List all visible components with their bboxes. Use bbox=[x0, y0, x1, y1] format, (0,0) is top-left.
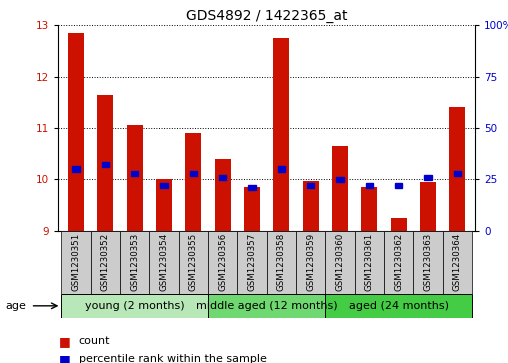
Bar bbox=[449, 107, 465, 231]
Bar bbox=[179, 231, 208, 294]
Bar bbox=[126, 125, 143, 231]
Bar bbox=[91, 231, 120, 294]
Text: GSM1230361: GSM1230361 bbox=[365, 233, 374, 291]
Bar bbox=[237, 231, 267, 294]
Bar bbox=[424, 175, 432, 180]
Bar bbox=[102, 162, 109, 167]
Text: aged (24 months): aged (24 months) bbox=[348, 301, 449, 311]
Text: GSM1230355: GSM1230355 bbox=[189, 233, 198, 291]
Bar bbox=[278, 166, 285, 172]
Bar bbox=[332, 146, 348, 231]
Bar bbox=[208, 294, 325, 318]
Bar bbox=[325, 231, 355, 294]
Bar bbox=[325, 294, 472, 318]
Bar bbox=[391, 218, 407, 231]
Text: GSM1230362: GSM1230362 bbox=[394, 233, 403, 291]
Bar bbox=[384, 231, 414, 294]
Bar bbox=[61, 231, 91, 294]
Text: count: count bbox=[79, 336, 110, 346]
Text: GSM1230364: GSM1230364 bbox=[453, 233, 462, 291]
Text: age: age bbox=[5, 301, 26, 311]
Bar bbox=[273, 38, 290, 231]
Bar bbox=[214, 159, 231, 231]
Bar bbox=[98, 95, 113, 231]
Bar bbox=[420, 182, 436, 231]
Text: percentile rank within the sample: percentile rank within the sample bbox=[79, 354, 267, 363]
Bar bbox=[208, 231, 237, 294]
Text: GSM1230351: GSM1230351 bbox=[72, 233, 81, 291]
Text: GSM1230358: GSM1230358 bbox=[277, 233, 286, 291]
Bar bbox=[72, 166, 80, 172]
Bar bbox=[120, 231, 149, 294]
Text: GSM1230357: GSM1230357 bbox=[247, 233, 257, 291]
Text: GSM1230360: GSM1230360 bbox=[336, 233, 344, 291]
Bar bbox=[219, 175, 227, 180]
Text: ■: ■ bbox=[58, 353, 70, 363]
Bar bbox=[454, 171, 461, 176]
Bar bbox=[61, 294, 208, 318]
Bar bbox=[248, 185, 256, 190]
Bar bbox=[442, 231, 472, 294]
Text: ■: ■ bbox=[58, 335, 70, 348]
Bar bbox=[149, 231, 179, 294]
Bar bbox=[296, 231, 325, 294]
Text: young (2 months): young (2 months) bbox=[85, 301, 184, 311]
Bar bbox=[336, 177, 344, 182]
Bar bbox=[366, 183, 373, 188]
Text: GSM1230352: GSM1230352 bbox=[101, 233, 110, 291]
Text: GSM1230353: GSM1230353 bbox=[130, 233, 139, 291]
Bar bbox=[395, 183, 402, 188]
Bar bbox=[267, 231, 296, 294]
Bar bbox=[156, 179, 172, 231]
Bar bbox=[355, 231, 384, 294]
Title: GDS4892 / 1422365_at: GDS4892 / 1422365_at bbox=[186, 9, 347, 23]
Text: GSM1230354: GSM1230354 bbox=[160, 233, 169, 291]
Text: GSM1230363: GSM1230363 bbox=[424, 233, 432, 291]
Text: GSM1230359: GSM1230359 bbox=[306, 233, 315, 291]
Bar bbox=[414, 231, 442, 294]
Bar bbox=[68, 33, 84, 231]
Bar bbox=[244, 187, 260, 231]
Bar bbox=[185, 133, 202, 231]
Bar bbox=[361, 187, 377, 231]
Bar bbox=[303, 181, 319, 231]
Text: GSM1230356: GSM1230356 bbox=[218, 233, 227, 291]
Bar bbox=[161, 183, 168, 188]
Text: middle aged (12 months): middle aged (12 months) bbox=[196, 301, 337, 311]
Bar bbox=[131, 171, 138, 176]
Bar bbox=[307, 183, 314, 188]
Bar bbox=[189, 171, 197, 176]
